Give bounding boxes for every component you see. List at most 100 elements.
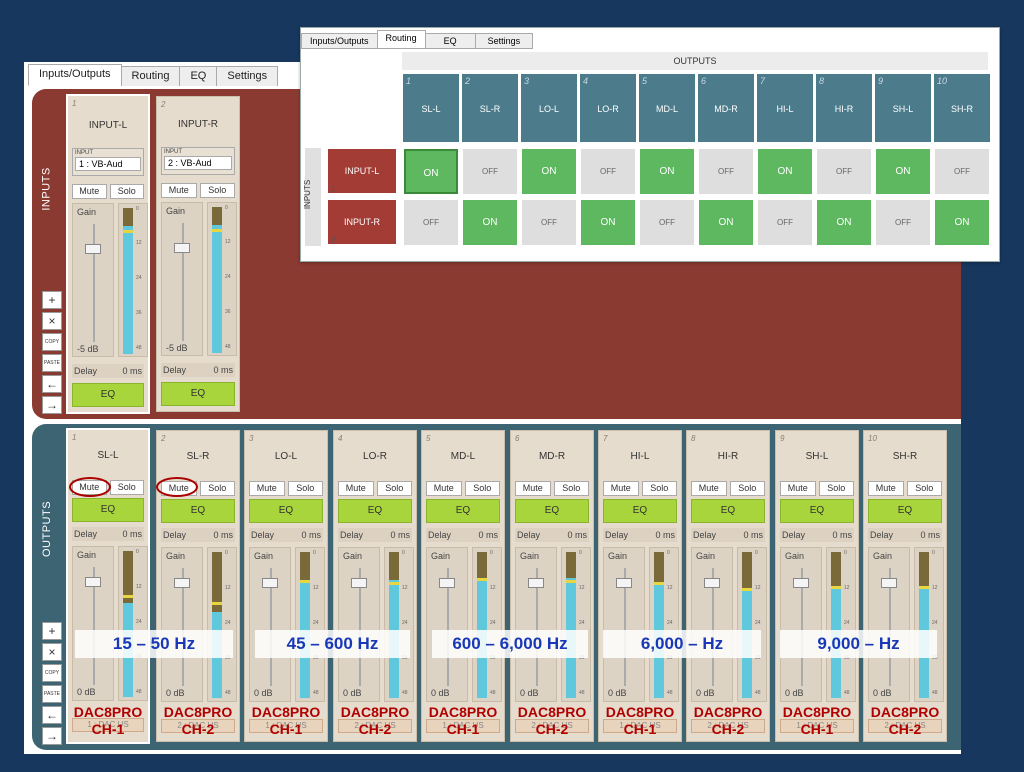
tab-routing[interactable]: Routing bbox=[376, 30, 426, 49]
routing-cell[interactable]: ON bbox=[699, 200, 753, 245]
fader-knob[interactable] bbox=[174, 578, 190, 588]
tab-routing[interactable]: Routing bbox=[120, 66, 181, 86]
output-device-select[interactable]: 1 : DAC US bbox=[426, 719, 500, 733]
eq-button[interactable]: EQ bbox=[72, 383, 144, 407]
output-device-select[interactable]: 2 : DAC US bbox=[161, 719, 235, 733]
routing-cell[interactable]: OFF bbox=[758, 200, 812, 245]
add-button[interactable]: + bbox=[42, 291, 62, 309]
output-strip-8[interactable]: 8 HI-R Mute Solo EQ Delay 0 ms Gain 0 dB … bbox=[686, 430, 770, 742]
output-strip-6[interactable]: 6 MD-R Mute Solo EQ Delay 0 ms Gain 0 dB … bbox=[510, 430, 594, 742]
eq-button[interactable]: EQ bbox=[161, 499, 235, 523]
fader-knob[interactable] bbox=[881, 578, 897, 588]
copy-button[interactable]: COPY bbox=[42, 333, 62, 351]
fader-knob[interactable] bbox=[85, 244, 101, 254]
output-strip-7[interactable]: 7 HI-L Mute Solo EQ Delay 0 ms Gain 0 dB … bbox=[598, 430, 682, 742]
routing-cell[interactable]: ON bbox=[463, 200, 517, 245]
output-strip-4[interactable]: 4 LO-R Mute Solo EQ Delay 0 ms Gain 0 dB … bbox=[333, 430, 417, 742]
output-device-select[interactable]: 1 : DAC US bbox=[249, 719, 323, 733]
paste-button[interactable]: PASTE bbox=[42, 354, 62, 372]
routing-cell[interactable]: ON bbox=[581, 200, 635, 245]
output-device-select[interactable]: 2 : DAC US bbox=[868, 719, 942, 733]
output-strip-2[interactable]: 2 SL-R Mute Solo EQ Delay 0 ms Gain 0 dB … bbox=[156, 430, 240, 742]
fader-knob[interactable] bbox=[85, 577, 101, 587]
fader-knob[interactable] bbox=[174, 243, 190, 253]
fader-knob[interactable] bbox=[262, 578, 278, 588]
delay-control[interactable]: Delay 0 ms bbox=[161, 363, 235, 377]
mute-button[interactable]: Mute bbox=[249, 481, 285, 496]
gain-fader[interactable]: Gain 0 dB bbox=[691, 547, 733, 702]
fader-knob[interactable] bbox=[528, 578, 544, 588]
move-left-button[interactable]: ← bbox=[42, 706, 62, 724]
gain-fader[interactable]: Gain -5 dB bbox=[161, 202, 203, 356]
delay-control[interactable]: Delay 0 ms bbox=[515, 528, 589, 542]
solo-button[interactable]: Solo bbox=[109, 184, 144, 199]
tab-settings[interactable]: Settings bbox=[474, 33, 534, 49]
solo-button[interactable]: Solo bbox=[376, 481, 412, 496]
mute-button[interactable]: Mute bbox=[72, 184, 107, 199]
eq-button[interactable]: EQ bbox=[691, 499, 765, 523]
routing-cell[interactable]: OFF bbox=[581, 149, 635, 194]
input-device-select[interactable]: INPUT 2 : VB-Aud bbox=[161, 147, 235, 175]
output-device-select[interactable]: 1 : DAC US bbox=[72, 718, 144, 732]
routing-cell[interactable]: OFF bbox=[817, 149, 871, 194]
routing-cell[interactable]: OFF bbox=[935, 149, 989, 194]
solo-button[interactable]: Solo bbox=[729, 481, 765, 496]
tab-inputs-outputs[interactable]: Inputs/Outputs bbox=[301, 33, 378, 49]
delay-control[interactable]: Delay 0 ms bbox=[161, 528, 235, 542]
delay-control[interactable]: Delay 0 ms bbox=[868, 528, 942, 542]
delay-control[interactable]: Delay 0 ms bbox=[780, 528, 854, 542]
gain-fader[interactable]: Gain 0 dB bbox=[515, 547, 557, 702]
input-device-select[interactable]: INPUT 1 : VB-Aud bbox=[72, 148, 144, 176]
fader-knob[interactable] bbox=[704, 578, 720, 588]
mute-button[interactable]: Mute bbox=[780, 481, 816, 496]
mute-button[interactable]: Mute bbox=[515, 481, 551, 496]
eq-button[interactable]: EQ bbox=[72, 498, 144, 522]
mute-button[interactable]: Mute bbox=[161, 183, 197, 198]
solo-button[interactable]: Solo bbox=[199, 481, 235, 496]
gain-fader[interactable]: Gain 0 dB bbox=[161, 547, 203, 702]
move-right-button[interactable]: → bbox=[42, 727, 62, 745]
solo-button[interactable]: Solo bbox=[287, 481, 323, 496]
output-device-select[interactable]: 2 : DAC US bbox=[338, 719, 412, 733]
mute-button[interactable]: Mute bbox=[603, 481, 639, 496]
solo-button[interactable]: Solo bbox=[641, 481, 677, 496]
routing-cell[interactable]: OFF bbox=[522, 200, 576, 245]
solo-button[interactable]: Solo bbox=[464, 481, 500, 496]
output-strip-1[interactable]: 1 SL-L Mute Solo EQ Delay 0 ms Gain 0 dB … bbox=[66, 428, 150, 744]
output-device-select[interactable]: 1 : DAC US bbox=[603, 719, 677, 733]
mute-button[interactable]: Mute bbox=[338, 481, 374, 496]
remove-button[interactable]: × bbox=[42, 312, 62, 330]
delay-control[interactable]: Delay 0 ms bbox=[72, 527, 144, 541]
routing-cell[interactable]: OFF bbox=[463, 149, 517, 194]
delay-control[interactable]: Delay 0 ms bbox=[249, 528, 323, 542]
routing-cell[interactable]: ON bbox=[935, 200, 989, 245]
solo-button[interactable]: Solo bbox=[109, 480, 144, 495]
routing-cell[interactable]: OFF bbox=[876, 200, 930, 245]
tab-settings[interactable]: Settings bbox=[216, 66, 279, 86]
eq-button[interactable]: EQ bbox=[515, 499, 589, 523]
output-strip-3[interactable]: 3 LO-L Mute Solo EQ Delay 0 ms Gain 0 dB … bbox=[244, 430, 328, 742]
routing-cell[interactable]: ON bbox=[817, 200, 871, 245]
output-strip-5[interactable]: 5 MD-L Mute Solo EQ Delay 0 ms Gain 0 dB … bbox=[421, 430, 505, 742]
move-left-button[interactable]: ← bbox=[42, 375, 62, 393]
copy-button[interactable]: COPY bbox=[42, 664, 62, 682]
mute-button[interactable]: Mute bbox=[868, 481, 904, 496]
output-device-select[interactable]: 1 : DAC US bbox=[780, 719, 854, 733]
remove-button[interactable]: × bbox=[42, 643, 62, 661]
routing-cell[interactable]: OFF bbox=[699, 149, 753, 194]
routing-cell[interactable]: ON bbox=[876, 149, 930, 194]
tab-eq[interactable]: EQ bbox=[179, 66, 218, 86]
gain-fader[interactable]: Gain -5 dB bbox=[72, 203, 114, 357]
delay-control[interactable]: Delay 0 ms bbox=[691, 528, 765, 542]
routing-cell[interactable]: ON bbox=[522, 149, 576, 194]
output-strip-9[interactable]: 9 SH-L Mute Solo EQ Delay 0 ms Gain 0 dB … bbox=[775, 430, 859, 742]
gain-fader[interactable]: Gain 0 dB bbox=[338, 547, 380, 702]
tab-eq[interactable]: EQ bbox=[424, 33, 476, 49]
add-button[interactable]: + bbox=[42, 622, 62, 640]
solo-button[interactable]: Solo bbox=[906, 481, 942, 496]
solo-button[interactable]: Solo bbox=[553, 481, 589, 496]
gain-fader[interactable]: Gain 0 dB bbox=[249, 547, 291, 702]
input-strip-2[interactable]: 2 INPUT-R INPUT 2 : VB-Aud Mute Solo Gai… bbox=[156, 96, 240, 412]
eq-button[interactable]: EQ bbox=[868, 499, 942, 523]
tab-inputs-outputs[interactable]: Inputs/Outputs bbox=[28, 64, 122, 86]
